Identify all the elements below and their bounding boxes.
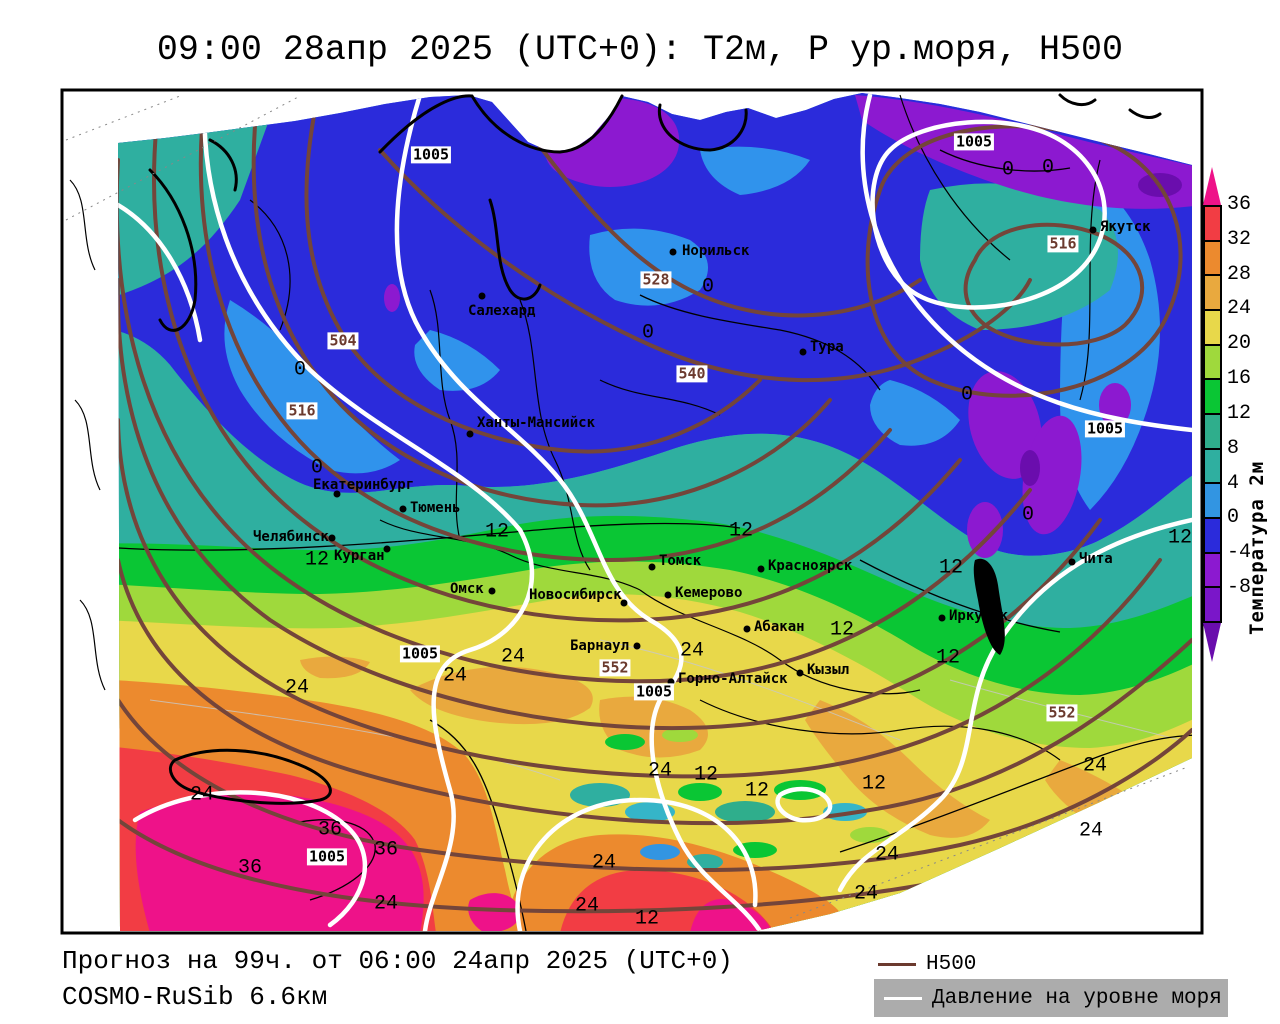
colorbar-arrow-up — [1203, 167, 1221, 205]
colorbar-segment-0..4 — [1205, 484, 1220, 520]
colorbar-tick-20: 20 — [1227, 332, 1252, 356]
temperature-field — [118, 93, 1192, 931]
colorbar-tick-28: 28 — [1227, 262, 1252, 286]
colorbar-tick-4: 4 — [1227, 471, 1240, 495]
colorbar-tick-24: 24 — [1227, 297, 1252, 321]
colorbar-segment--8..-4 — [1205, 553, 1220, 589]
colorbar-tick-36: 36 — [1227, 193, 1252, 216]
coastlines — [148, 93, 1162, 805]
pressure-line-sample — [884, 996, 922, 1000]
colorbar-tick--8: -8 — [1227, 576, 1252, 600]
legend-h500-row: Н500 — [878, 951, 976, 977]
lake-baikal — [973, 558, 1005, 655]
footer-model-line: COSMO-RuSib 6.6км — [62, 982, 328, 1012]
colorbar-tick-0: 0 — [1227, 506, 1240, 530]
colorbar-segment-24..28 — [1205, 276, 1220, 312]
legend-pressure-row: Давление на уровне моря — [874, 979, 1228, 1017]
legend-pressure-label: Давление на уровне моря — [932, 986, 1222, 1010]
colorbar-segment-32..36 — [1205, 207, 1220, 242]
colorbar-segment-20..24 — [1205, 311, 1220, 346]
colorbar-tick-8: 8 — [1227, 436, 1240, 460]
colorbar-segment-28..32 — [1205, 241, 1220, 277]
legend-h500-label: Н500 — [926, 952, 977, 976]
map-frame — [60, 88, 1204, 935]
temperature-colorbar — [1203, 205, 1222, 623]
colorbar-tick--4: -4 — [1227, 541, 1252, 565]
colorbar-segment--4..0 — [1205, 519, 1220, 554]
colorbar-tick-12: 12 — [1227, 401, 1252, 425]
colorbar-segment-16..20 — [1205, 345, 1220, 381]
colorbar-segment-8..12 — [1205, 415, 1220, 450]
footer-forecast-line: Прогноз на 99ч. от 06:00 24апр 2025 (UTC… — [62, 946, 733, 976]
colorbar-segment-4..8 — [1205, 449, 1220, 485]
h500-line-sample — [878, 962, 916, 966]
colorbar-segment-below -8 — [1205, 588, 1220, 622]
page-title: 09:00 28апр 2025 (UTC+0): Т2м, P ур.моря… — [156, 30, 1124, 70]
colorbar-segment-12..16 — [1205, 380, 1220, 416]
pressure-isolines — [118, 93, 1192, 931]
graticule-dotted — [65, 95, 1186, 919]
colorbar-tick-32: 32 — [1227, 227, 1252, 251]
colorbar-title: Температура 2м — [1246, 460, 1268, 635]
colorbar-tick-16: 16 — [1227, 367, 1252, 391]
colorbar-arrow-down — [1203, 623, 1221, 662]
